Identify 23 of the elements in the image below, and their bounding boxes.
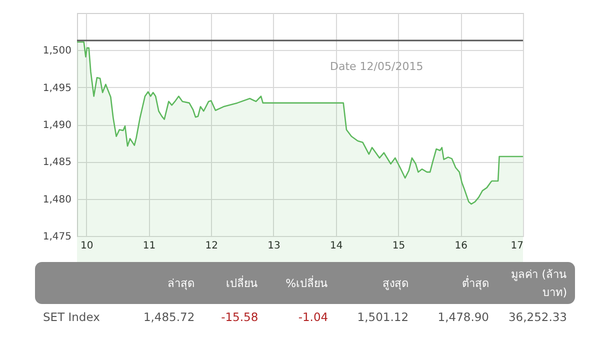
y-tick-label: 1,485 [42, 157, 72, 168]
text: 1,501.12 [356, 309, 410, 326]
text: 1,485.72 [142, 309, 196, 326]
y-tick-label: 1,500 [42, 46, 72, 57]
text: 36,252.33 [507, 309, 568, 326]
y-tick-label: 1,490 [42, 120, 72, 131]
y-tick-label: 1,480 [42, 194, 72, 206]
annotation: Date 12/05/2015 [330, 60, 424, 73]
x-tick-label: 15 [392, 240, 406, 252]
y-tick-label: 1,495 [42, 82, 72, 94]
x-tick-label: 14 [330, 240, 343, 252]
y-tick-label: 1,475 [42, 232, 72, 242]
x-tick-label: 12 [205, 240, 218, 252]
x-tick-label: 13 [268, 240, 280, 252]
x-tick-label: 16 [454, 240, 468, 252]
x-tick-label: 10 [80, 240, 94, 252]
table-header: ล่าสุด เปลี่ยน %เปลี่ยน สูงสุด ต่ำสุด มูลค่า (ล้านบาท) [35, 262, 575, 304]
x-tick-label: 11 [142, 240, 156, 252]
text: SET Index [42, 309, 101, 326]
text: -15.58 [220, 309, 260, 326]
x-tick-label: 17 [510, 240, 524, 252]
text: 1,478.90 [436, 309, 490, 326]
text: -1.04 [297, 309, 330, 326]
